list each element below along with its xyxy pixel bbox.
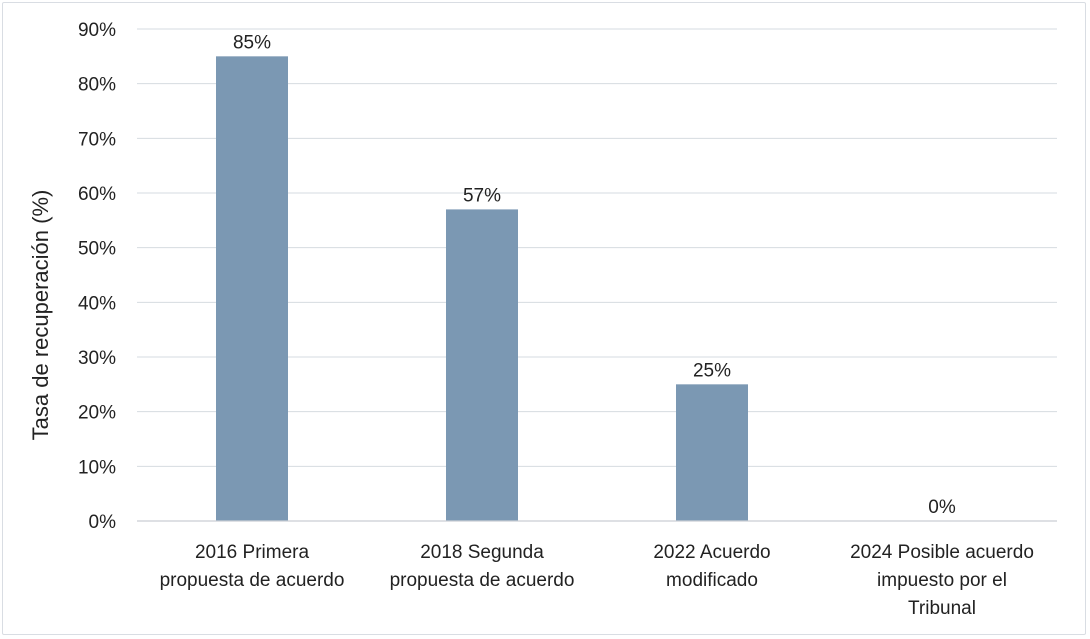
x-category-label: modificado [666,570,758,591]
y-tick-label: 20% [78,403,116,424]
y-tick-label: 40% [78,293,116,314]
data-label: 0% [928,497,956,518]
x-category-label: 2018 Segunda [420,542,544,563]
x-category-label: Tribunal [908,598,976,619]
x-category-label: propuesta de acuerdo [160,570,345,591]
y-tick-label: 30% [78,348,116,369]
y-tick-label: 70% [78,129,116,150]
x-category-label: impuesto por el [877,570,1007,591]
bar [676,384,748,521]
y-tick-label: 80% [78,75,116,96]
x-category-label: propuesta de acuerdo [390,570,575,591]
bar [216,56,288,521]
y-tick-label: 60% [78,184,116,205]
y-tick-label: 10% [78,457,116,478]
y-tick-label: 0% [89,512,117,533]
x-category-label: 2016 Primera [195,542,309,563]
data-label: 57% [463,185,501,206]
y-tick-label: 50% [78,239,116,260]
x-category-label: 2022 Acuerdo [653,542,770,563]
data-label: 85% [233,32,271,53]
bar [446,209,518,521]
x-category-label: 2024 Posible acuerdo [850,542,1034,563]
y-axis-label: Tasa de recuperación (%) [28,190,53,441]
data-label: 25% [693,360,731,381]
y-tick-label: 90% [78,20,116,41]
